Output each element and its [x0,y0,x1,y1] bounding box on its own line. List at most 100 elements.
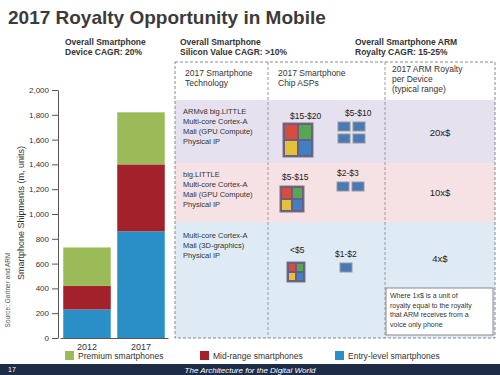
chip-icon-part [293,188,302,198]
technology-text: Multi-core Cortex-A [183,231,248,240]
y-tick-mark [52,264,58,265]
y-tick: 800 [36,235,58,244]
slide-title: 2017 Royalty Opportunity in Mobile [8,7,326,28]
bar [117,231,165,338]
footer-text: The Architecture for the Digital World [185,366,316,375]
source-note: Source: Gartner and ARM [4,253,11,328]
asp-text: $5-$10 [345,108,372,118]
chip-icon-part [285,125,297,139]
x-axis-line [61,338,169,339]
slide: 2017 Royalty Opportunity in Mobile Overal… [0,0,500,375]
chip-icon-part [285,141,297,155]
cagr-text: Device CAGR: 20% [65,47,142,57]
y-tick-label: 200 [36,309,50,318]
cagr-text: Silicon Value CAGR: >10% [180,47,287,57]
technology-text: Physical IP [183,251,220,260]
table-divider [385,62,386,338]
y-tick-label: 2,000 [29,86,50,95]
y-tick: 1,200 [29,185,58,194]
y-tick-mark [52,313,58,314]
technology-text: Physical IP [183,137,220,146]
bar [117,112,165,164]
chip-icon [353,134,365,143]
y-tick-mark [52,214,58,215]
note-text: voice only phone [390,321,443,329]
bar [63,309,111,338]
y-tick-label: 1,600 [29,136,50,145]
chip-icon-part [293,200,302,210]
y-tick-label: 1,200 [29,185,50,194]
legend-label: Mid-range smartphones [213,351,303,361]
table-header: 2017 Smartphone [185,68,253,78]
table-row-background [175,222,495,338]
asp-text: $1-$2 [335,249,357,259]
chip-icon-part [297,264,303,271]
y-tick: 600 [36,260,58,269]
y-tick-label: 1,800 [29,111,50,120]
note-text: that ARM receives from a [390,311,469,318]
chip-icon [340,263,352,272]
y-tick-label: 400 [36,284,50,293]
y-tick: 0 [45,334,58,343]
chip-icon [353,122,365,131]
y-tick-mark [52,164,58,165]
y-tick-mark [52,189,58,190]
y-tick-mark [52,140,58,141]
table: 2017 SmartphoneTechnology2017 Smartphone… [175,62,495,338]
royalty-text: 4x$ [432,253,448,264]
legend-swatch [65,351,74,360]
y-tick-mark [52,90,58,91]
y-tick: 1,000 [29,210,58,219]
bar [63,286,111,310]
chip-icon [280,186,304,212]
royalty-text: 20x$ [430,127,451,138]
technology-text: ARMv8 big.LITTLE [183,107,246,116]
table-header: per Device [392,74,433,84]
table-border [175,62,495,338]
table-divider [268,62,269,338]
legend-label: Premium smartphones [78,351,164,361]
y-tick-mark [52,115,58,116]
y-tick-mark [52,338,58,339]
chip-icon-part [289,264,295,271]
chip-icon [337,182,349,191]
table-header: 2017 Smartphone [278,68,346,78]
table-header: Technology [185,78,229,88]
y-tick-mark [52,288,58,289]
bar [63,247,111,285]
table-row-background [175,163,495,222]
page-number: 17 [8,366,16,373]
technology-text: big.LITTLE [183,170,220,179]
technology-text: Physical IP [183,200,220,209]
y-tick-label: 800 [36,235,50,244]
chip-icon [338,122,350,131]
table-header: Chip ASPs [278,78,319,88]
asp-text: $15-$20 [290,111,321,121]
legend-swatch [335,351,344,360]
asp-text: $2-$3 [337,168,359,178]
chip-icon-part [282,200,291,210]
legend-label: Entry-level smartphones [348,351,440,361]
asp-text: $5-$15 [282,172,309,182]
technology-text: Multi-core Cortex-A [183,180,248,189]
table-header: (typical range) [392,84,446,94]
note-text: Where 1x$ is a unit of [390,292,458,299]
royalty-text: 10x$ [430,187,451,198]
y-tick: 400 [36,284,58,293]
table-row-background [175,100,495,163]
legend-swatch [200,351,209,360]
y-tick-label: 0 [45,334,50,343]
chip-icon-part [299,141,311,155]
y-tick-mark [52,239,58,240]
legend: Premium smartphones Mid-range smartphones… [65,351,440,361]
footer-bar [0,364,500,375]
technology-text: Mali (GPU Compute) [183,190,253,199]
asp-text: <$5 [290,245,305,255]
technology-text: Mali (3D-graphics) [183,241,245,250]
cagr-text: Overall Smartphone ARM [355,37,457,47]
y-tick-label: 600 [36,260,50,269]
y-tick: 1,400 [29,160,58,169]
y-tick: 1,600 [29,136,58,145]
table-header: 2017 ARM Royalty [392,64,463,74]
y-tick-label: 1,000 [29,210,50,219]
